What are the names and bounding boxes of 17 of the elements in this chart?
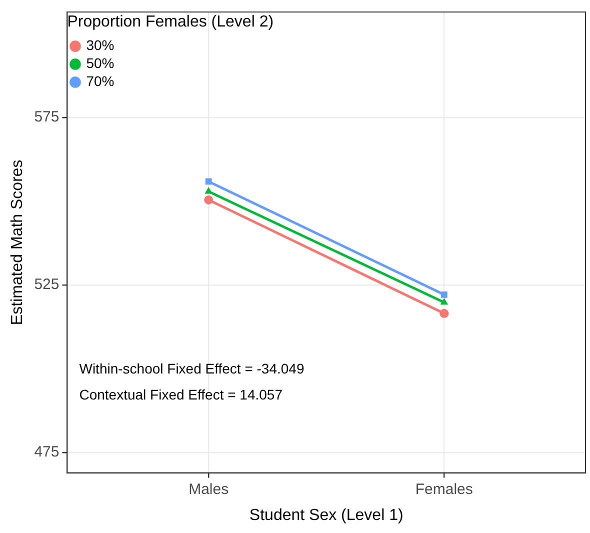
y-tick-label: 525: [34, 276, 60, 294]
legend-label: 70%: [86, 73, 114, 90]
y-axis-title: Estimated Math Scores: [9, 160, 26, 326]
annotation: Within-school Fixed Effect = -34.049: [79, 360, 304, 377]
y-tick-label: 575: [34, 108, 60, 126]
x-tick-label: Males: [188, 480, 229, 498]
x-axis-title: Student Sex (Level 1): [249, 506, 404, 524]
point: [440, 291, 448, 298]
legend-label: 30%: [86, 37, 114, 54]
point: [440, 308, 449, 318]
legend-label: 50%: [86, 55, 114, 72]
annotation: Contextual Fixed Effect = 14.057: [79, 386, 283, 403]
point: [205, 178, 212, 185]
legend-title: Proportion Females (Level 2): [67, 13, 274, 30]
y-tick-label: 475: [34, 444, 60, 461]
x-tick-label: Females: [415, 480, 473, 498]
point: [204, 195, 214, 204]
